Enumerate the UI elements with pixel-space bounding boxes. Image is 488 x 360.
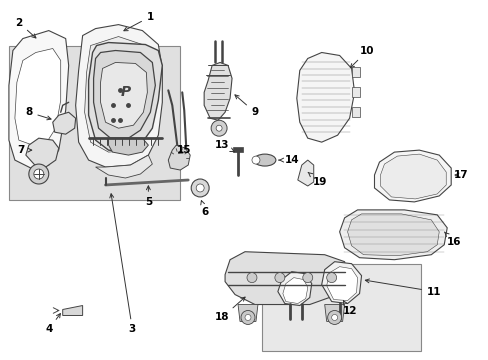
Circle shape — [327, 310, 341, 324]
Circle shape — [211, 120, 226, 136]
Circle shape — [251, 156, 260, 164]
Circle shape — [241, 310, 254, 324]
Polygon shape — [339, 210, 447, 260]
Polygon shape — [93, 50, 155, 138]
Polygon shape — [101, 62, 147, 128]
Polygon shape — [277, 272, 311, 306]
Ellipse shape — [253, 154, 275, 166]
Circle shape — [331, 315, 337, 320]
Text: 5: 5 — [144, 186, 152, 207]
Polygon shape — [238, 305, 258, 321]
Text: 16: 16 — [444, 232, 461, 247]
Polygon shape — [321, 262, 361, 303]
Polygon shape — [380, 154, 446, 199]
Text: 17: 17 — [453, 170, 468, 180]
Circle shape — [191, 179, 209, 197]
Polygon shape — [347, 214, 438, 256]
Circle shape — [246, 273, 256, 283]
Text: 18: 18 — [214, 297, 244, 323]
Text: 1: 1 — [123, 12, 154, 31]
Polygon shape — [351, 87, 359, 97]
Text: 8: 8 — [25, 107, 51, 120]
Polygon shape — [15, 49, 61, 145]
FancyBboxPatch shape — [262, 264, 421, 351]
Polygon shape — [203, 62, 232, 120]
Polygon shape — [53, 112, 76, 134]
Polygon shape — [168, 145, 190, 170]
Text: P: P — [120, 85, 130, 99]
Polygon shape — [76, 24, 162, 167]
FancyBboxPatch shape — [9, 45, 180, 200]
Polygon shape — [88, 42, 162, 152]
Text: 15: 15 — [177, 145, 191, 155]
Text: 13: 13 — [214, 140, 234, 152]
Text: 10: 10 — [349, 45, 374, 68]
Circle shape — [34, 169, 44, 179]
Circle shape — [216, 125, 222, 131]
Polygon shape — [324, 305, 344, 321]
Polygon shape — [296, 53, 354, 142]
Circle shape — [29, 164, 49, 184]
Text: 9: 9 — [234, 95, 258, 117]
Text: 11: 11 — [365, 279, 441, 297]
Text: 6: 6 — [201, 201, 208, 217]
Polygon shape — [62, 306, 82, 315]
Text: 12: 12 — [342, 301, 356, 316]
Polygon shape — [351, 67, 359, 77]
Polygon shape — [297, 160, 313, 186]
Polygon shape — [282, 278, 307, 303]
Polygon shape — [9, 31, 68, 168]
Polygon shape — [108, 138, 148, 155]
Bar — [233, 147, 243, 152]
Circle shape — [274, 273, 285, 283]
Polygon shape — [224, 252, 347, 305]
Circle shape — [244, 315, 250, 320]
Text: 14: 14 — [278, 155, 299, 165]
Text: 3: 3 — [110, 194, 136, 334]
Polygon shape — [26, 138, 59, 167]
Text: 2: 2 — [15, 18, 36, 38]
Circle shape — [302, 273, 312, 283]
Text: 7: 7 — [17, 145, 32, 155]
Polygon shape — [351, 107, 359, 117]
Polygon shape — [95, 155, 152, 178]
Circle shape — [326, 273, 336, 283]
Text: 4: 4 — [45, 314, 61, 334]
Polygon shape — [374, 150, 450, 202]
Polygon shape — [84, 37, 152, 152]
Text: 19: 19 — [307, 172, 326, 187]
Polygon shape — [326, 267, 357, 301]
Circle shape — [196, 184, 203, 192]
